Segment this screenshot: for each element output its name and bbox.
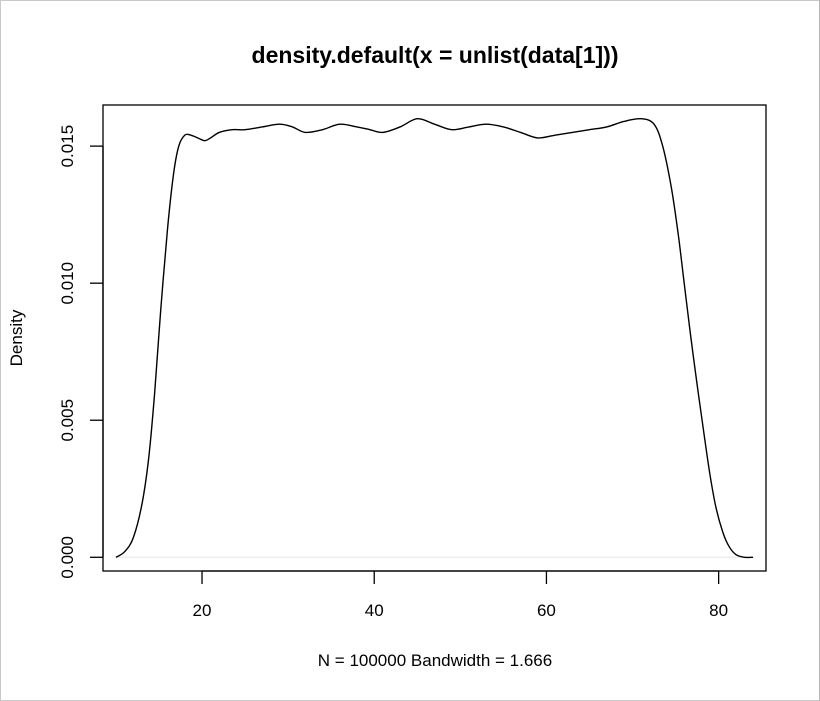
- y-tick-label: 0.000: [58, 536, 77, 579]
- x-axis: 20 40 60 80: [193, 570, 728, 620]
- x-tick-label: 20: [193, 601, 212, 620]
- plot-area-border: [102, 104, 767, 572]
- x-tick-label: 40: [365, 601, 384, 620]
- x-tick-label: 60: [537, 601, 556, 620]
- y-axis-label: Density: [7, 309, 26, 366]
- chart-title: density.default(x = unlist(data[1])): [252, 42, 619, 68]
- y-tick-label: 0.015: [58, 125, 77, 168]
- x-tick-label: 80: [709, 601, 728, 620]
- y-axis: 0.000 0.005 0.010 0.015: [58, 125, 104, 579]
- y-tick-label: 0.005: [58, 399, 77, 442]
- density-curve: [115, 117, 754, 559]
- x-axis-label: N = 100000 Bandwidth = 1.666: [318, 651, 552, 670]
- y-tick-label: 0.010: [58, 262, 77, 305]
